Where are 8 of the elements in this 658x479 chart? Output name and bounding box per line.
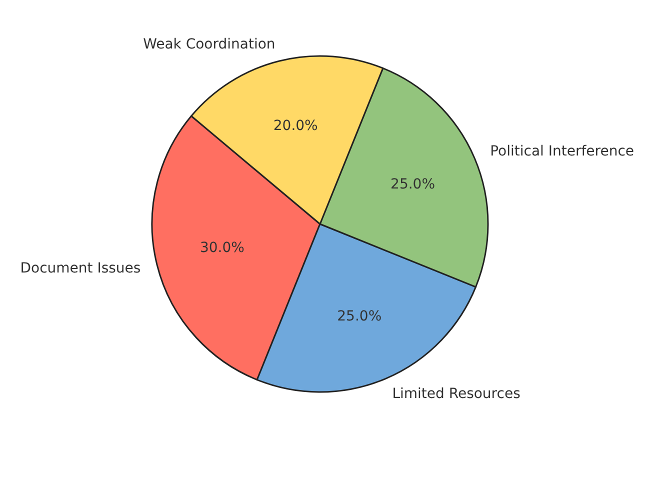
- data-label: 30.0%: [200, 240, 244, 256]
- data-label: 25.0%: [390, 176, 436, 192]
- slice-label: Limited Resources: [392, 386, 520, 402]
- data-label: 25.0%: [337, 308, 382, 325]
- data-label: 20.0%: [273, 118, 318, 134]
- slice-label: Document Issues: [20, 260, 141, 277]
- slice-label: Weak Coordination: [143, 36, 276, 53]
- slice-label: Political Interference: [490, 144, 634, 160]
